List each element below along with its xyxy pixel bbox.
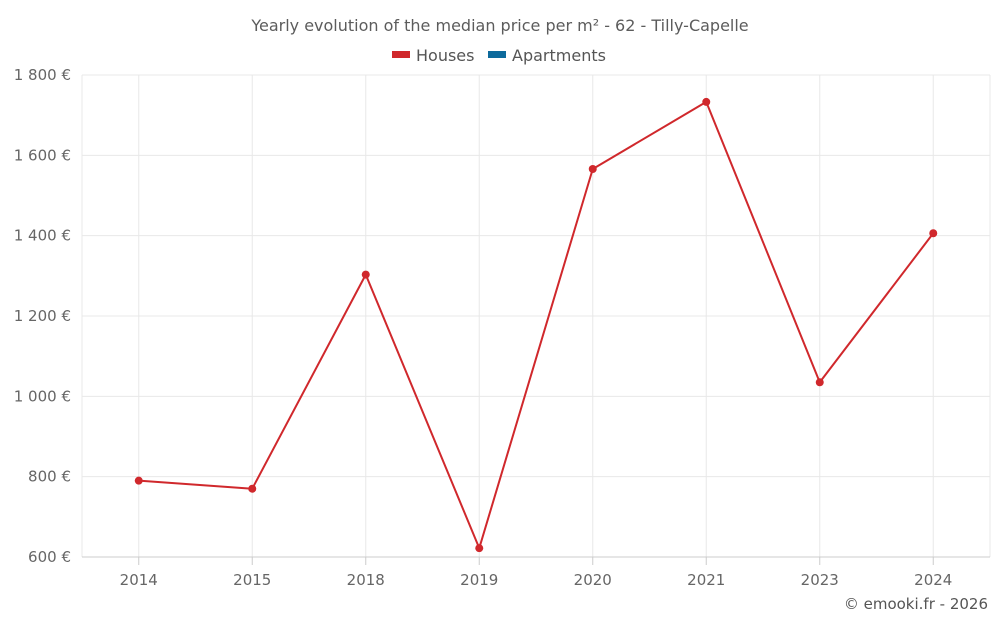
x-tick-label: 2018 — [347, 571, 385, 589]
y-tick-label: 1 200 € — [14, 307, 71, 325]
x-tick-label: 2015 — [233, 571, 271, 589]
x-tick-label: 2014 — [120, 571, 158, 589]
houses-data-point[interactable] — [588, 164, 597, 173]
x-tick-label: 2019 — [460, 571, 498, 589]
x-tick-label: 2023 — [801, 571, 839, 589]
y-tick-label: 800 € — [28, 468, 71, 486]
y-tick-label: 1 600 € — [14, 146, 71, 164]
legend: Houses Apartments — [392, 46, 606, 65]
series-houses — [134, 97, 938, 553]
houses-data-point[interactable] — [929, 229, 938, 238]
legend-swatch-apartments[interactable] — [488, 51, 506, 58]
credit-text: © emooki.fr - 2026 — [844, 595, 988, 613]
x-tick-label: 2021 — [687, 571, 725, 589]
y-tick-label: 600 € — [28, 548, 71, 566]
houses-data-point[interactable] — [475, 544, 484, 553]
y-axis: 600 € 800 € 1 000 € 1 200 € 1 400 € 1 600 € 1 … — [14, 66, 71, 566]
houses-data-point[interactable] — [702, 97, 711, 106]
x-axis: 2014 2015 2018 2019 2020 2021 2023 2024 — [82, 556, 990, 589]
houses-line — [138, 100, 935, 550]
y-tick-label: 1 800 € — [14, 66, 71, 84]
houses-data-point[interactable] — [248, 484, 257, 493]
gridlines — [81, 74, 991, 558]
chart-title: Yearly evolution of the median price per… — [250, 16, 748, 35]
legend-swatch-houses[interactable] — [392, 51, 410, 58]
y-tick-label: 1 000 € — [14, 387, 71, 405]
houses-data-point[interactable] — [361, 270, 370, 279]
legend-label-apartments[interactable]: Apartments — [512, 46, 606, 65]
houses-data-point[interactable] — [815, 378, 824, 387]
legend-label-houses[interactable]: Houses — [416, 46, 474, 65]
houses-data-point[interactable] — [134, 476, 143, 485]
x-tick-label: 2024 — [914, 571, 952, 589]
x-tick-label: 2020 — [574, 571, 612, 589]
y-tick-label: 1 400 € — [14, 227, 71, 245]
